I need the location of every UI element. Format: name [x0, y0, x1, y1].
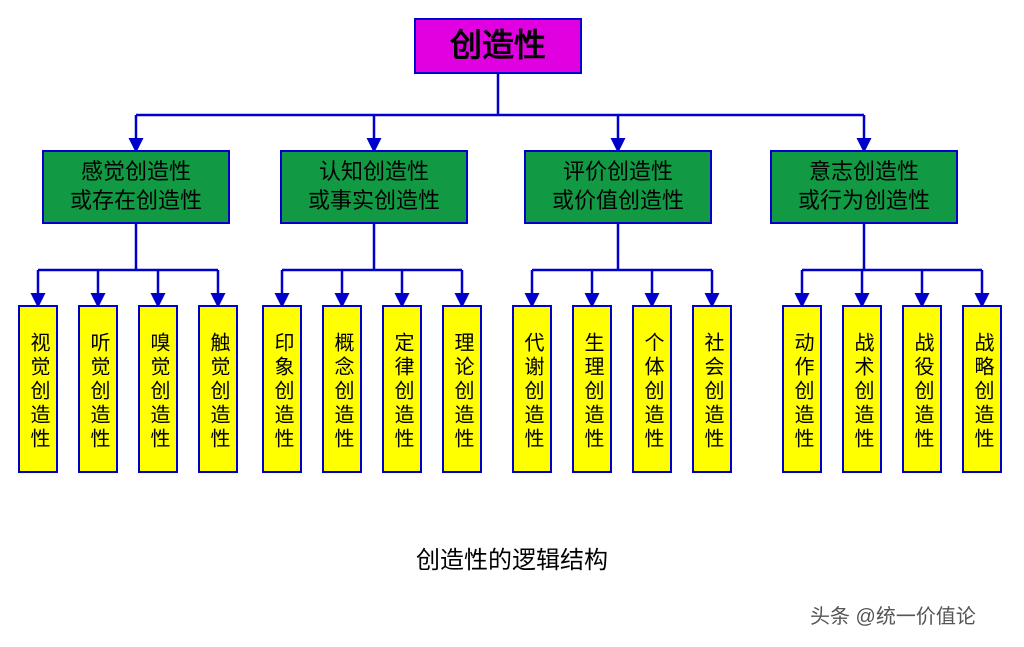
leaf-node-2: 嗅觉创造性 — [138, 305, 178, 473]
leaf-node-5: 概念创造性 — [322, 305, 362, 473]
root-node: 创造性 — [414, 18, 582, 74]
leaf-node-6: 定律创造性 — [382, 305, 422, 473]
diagram-caption: 创造性的逻辑结构 — [0, 540, 1024, 575]
leaf-node-7: 理论创造性 — [442, 305, 482, 473]
mid-node-2: 评价创造性 或价值创造性 — [524, 150, 712, 224]
leaf-node-15: 战略创造性 — [962, 305, 1002, 473]
mid-node-0: 感觉创造性 或存在创造性 — [42, 150, 230, 224]
leaf-node-11: 社会创造性 — [692, 305, 732, 473]
leaf-node-14: 战役创造性 — [902, 305, 942, 473]
leaf-node-3: 触觉创造性 — [198, 305, 238, 473]
leaf-node-1: 听觉创造性 — [78, 305, 118, 473]
mid-node-1: 认知创造性 或事实创造性 — [280, 150, 468, 224]
leaf-node-8: 代谢创造性 — [512, 305, 552, 473]
leaf-node-9: 生理创造性 — [572, 305, 612, 473]
leaf-node-4: 印象创造性 — [262, 305, 302, 473]
leaf-node-12: 动作创造性 — [782, 305, 822, 473]
watermark-text: 头条 @统一价值论 — [810, 600, 976, 629]
leaf-node-13: 战术创造性 — [842, 305, 882, 473]
mid-node-3: 意志创造性 或行为创造性 — [770, 150, 958, 224]
leaf-node-10: 个体创造性 — [632, 305, 672, 473]
leaf-node-0: 视觉创造性 — [18, 305, 58, 473]
